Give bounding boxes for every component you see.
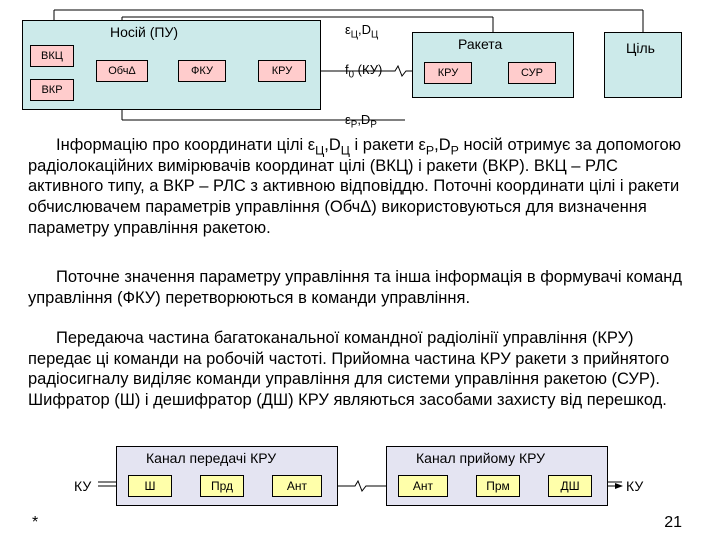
block-ant_t: Ант (272, 475, 322, 497)
rocket-title: Ракета (458, 36, 502, 52)
paragraph-0: Інформацію про координати цілі εЦ,DЦ і р… (28, 135, 692, 238)
paragraph-2: Передаюча частина багатоканальної команд… (28, 328, 692, 411)
rx-channel-title: Канал прийому КРУ (416, 450, 545, 466)
signal-label-1: f0 (КУ) (345, 62, 382, 77)
paragraph-1: Поточне значення параметру управління та… (28, 267, 692, 308)
signal-label-2: εР,DР (345, 112, 377, 127)
block-vkc: ВКЦ (30, 45, 74, 67)
block-ant_r: Ант (398, 475, 448, 497)
block-sh: Ш (128, 475, 172, 497)
block-kru_c: КРУ (258, 60, 306, 82)
block-kru_r: КРУ (424, 62, 472, 84)
carrier-title: Носій (ПУ) (110, 24, 178, 40)
target-title: Ціль (626, 40, 655, 56)
ku-left-label: КУ (74, 478, 91, 494)
block-obchd: ОбчΔ (96, 60, 148, 82)
block-prm: Прм (476, 475, 520, 497)
block-fku: ФКУ (178, 60, 226, 82)
block-vkr: ВКР (30, 79, 74, 101)
page-number: 21 (664, 514, 682, 532)
block-sur: СУР (508, 62, 556, 84)
ku-right-label: КУ (626, 478, 643, 494)
footnote-star: * (32, 514, 38, 532)
signal-label-0: εЦ,DЦ (345, 22, 378, 37)
tx-channel-title: Канал передачі КРУ (146, 450, 276, 466)
block-prd: Прд (200, 475, 244, 497)
block-dsh: ДШ (548, 475, 592, 497)
